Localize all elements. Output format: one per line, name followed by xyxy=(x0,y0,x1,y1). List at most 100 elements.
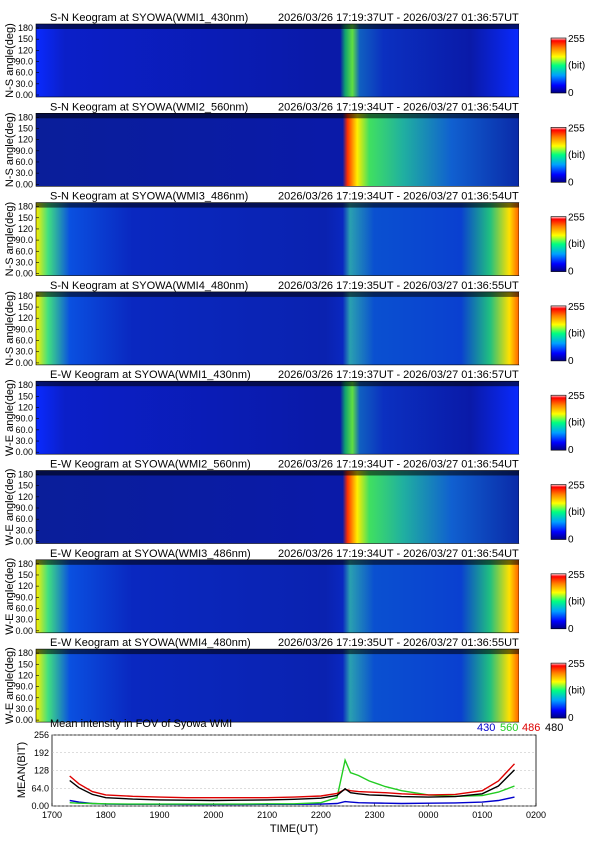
keogram-ytick-label: 120 xyxy=(18,45,33,55)
panel-title: S-N Keogram at SYOWA(WMI2_560nm) xyxy=(50,101,248,113)
panel-time-range: 2026/03/26 17:19:37UT - 2026/03/27 01:36… xyxy=(278,12,519,24)
keogram-ytick-label: 30.0 xyxy=(15,257,33,267)
colorbar xyxy=(550,127,567,183)
series-line-486 xyxy=(69,763,516,799)
keogram-ytick-label: 90.0 xyxy=(15,324,33,334)
colorbar-min-label: 0 xyxy=(568,88,574,99)
mean-intensity-panel: Mean intensity in FOV of Syowa WMI 430 5… xyxy=(16,718,563,835)
x-tick-label: 1700 xyxy=(42,810,62,820)
keogram-ytick-label: 60.0 xyxy=(15,336,33,346)
keogram-ytick-label: 30.0 xyxy=(15,704,33,714)
panel-title: E-W Keogram at SYOWA(WMI1_430nm) xyxy=(50,369,251,381)
keogram-ytick-label: 0.00 xyxy=(15,269,33,279)
x-tick-label: 1900 xyxy=(150,810,170,820)
keogram-top-band xyxy=(36,649,519,655)
keogram-top-band xyxy=(36,24,519,29)
x-tick-label: 2300 xyxy=(365,810,385,820)
keogram-ytick-label: 180 xyxy=(18,291,33,301)
colorbar-max-label: 255 xyxy=(568,570,585,581)
keogram-ytick-label: 60.0 xyxy=(15,68,33,78)
panel-time-range: 2026/03/26 17:19:35UT - 2026/03/27 01:36… xyxy=(278,637,519,649)
colorbar-unit-label: (bit) xyxy=(568,328,585,339)
keogram-ylabel: W-E angle(deg) xyxy=(4,379,16,456)
legend-480: 480 xyxy=(545,722,563,734)
colorbar xyxy=(550,484,567,540)
colorbar-unit-label: (bit) xyxy=(568,150,585,161)
mean-plot-area: 0.00 64.0 128 192 256 1700 1800 1900 2000 2100 220… xyxy=(31,730,546,820)
keogram-ytick-label: 180 xyxy=(18,648,33,658)
colorbar-max-label: 255 xyxy=(568,481,585,492)
keogram-ytick-label: 0.00 xyxy=(15,537,33,547)
keogram-ytick-label: 60.0 xyxy=(15,693,33,703)
keogram-ytick-label: 90.0 xyxy=(15,592,33,602)
x-tick-label: 1800 xyxy=(96,810,116,820)
colorbar xyxy=(550,573,567,630)
colorbar xyxy=(550,37,567,94)
keogram-ylabel: N-S angle(deg) xyxy=(4,291,16,366)
colorbar-unit-label: (bit) xyxy=(568,239,585,250)
keogram-ytick-label: 150 xyxy=(18,34,33,44)
keogram-image xyxy=(35,113,520,187)
colorbar-unit-label: (bit) xyxy=(568,61,585,72)
y-tick-label: 192 xyxy=(34,748,49,758)
panel-time-range: 2026/03/26 17:19:34UT - 2026/03/27 01:36… xyxy=(278,191,519,203)
keogram-ytick-label: 60.0 xyxy=(15,514,33,524)
keogram-ytick-label: 120 xyxy=(18,581,33,591)
colorbar xyxy=(550,662,567,719)
keogram-panel: E-W Keogram at SYOWA(WMI2_560nm) 2026/03/… xyxy=(4,459,585,547)
colorbar-min-label: 0 xyxy=(568,713,574,724)
keogram-image xyxy=(35,202,520,276)
keogram-ytick-label: 180 xyxy=(18,23,33,33)
keogram-ytick-label: 30.0 xyxy=(15,525,33,535)
no-data-region xyxy=(519,649,535,723)
x-tick-label: 2100 xyxy=(257,810,277,820)
colorbar-unit-label: (bit) xyxy=(568,596,585,607)
keogram-ytick-label: 180 xyxy=(18,202,33,212)
colorbar-min-label: 0 xyxy=(568,624,574,635)
y-tick-label: 256 xyxy=(34,730,49,740)
colorbar-min-label: 0 xyxy=(568,177,574,188)
keogram-ytick-label: 60.0 xyxy=(15,157,33,167)
keogram-image xyxy=(35,291,520,366)
keogram-ylabel: N-S angle(deg) xyxy=(4,23,16,98)
keogram-ytick-label: 0.00 xyxy=(15,715,33,725)
panel-time-range: 2026/03/26 17:19:34UT - 2026/03/27 01:36… xyxy=(278,548,519,560)
no-data-region xyxy=(519,202,535,276)
panel-title: E-W Keogram at SYOWA(WMI3_486nm) xyxy=(50,548,251,560)
keogram-ytick-label: 180 xyxy=(18,380,33,390)
keogram-top-band xyxy=(36,559,519,565)
keogram-ytick-label: 120 xyxy=(18,403,33,413)
panel-title: S-N Keogram at SYOWA(WMI4_480nm) xyxy=(50,280,248,292)
no-data-region xyxy=(519,470,535,544)
keogram-ytick-label: 90.0 xyxy=(15,503,33,513)
keogram-ytick-label: 0.00 xyxy=(15,90,33,100)
colorbar-min-label: 0 xyxy=(568,535,574,546)
panel-title: E-W Keogram at SYOWA(WMI2_560nm) xyxy=(50,459,251,471)
keogram-ytick-label: 30.0 xyxy=(15,615,33,625)
colorbar-unit-label: (bit) xyxy=(568,507,585,518)
panel-time-range: 2026/03/26 17:19:37UT - 2026/03/27 01:36… xyxy=(278,369,519,381)
keogram-ytick-label: 60.0 xyxy=(15,425,33,435)
panel-title: S-N Keogram at SYOWA(WMI1_430nm) xyxy=(50,12,248,24)
colorbar-max-label: 255 xyxy=(568,123,585,134)
colorbar xyxy=(550,305,567,362)
keogram-ytick-label: 150 xyxy=(18,659,33,669)
legend-486: 486 xyxy=(522,722,540,734)
no-data-region xyxy=(519,291,535,365)
keogram-top-band xyxy=(36,470,519,476)
colorbar-unit-label: (bit) xyxy=(568,418,585,429)
mean-xlabel: TIME(UT) xyxy=(270,823,318,835)
x-tick-label: 2000 xyxy=(203,810,223,820)
keogram-ytick-label: 90.0 xyxy=(15,414,33,424)
x-tick-label: 0100 xyxy=(472,810,492,820)
colorbar-max-label: 255 xyxy=(568,391,585,402)
x-tick-label: 2200 xyxy=(311,810,331,820)
no-data-region xyxy=(519,559,535,633)
keogram-ytick-label: 180 xyxy=(18,112,33,122)
no-data-region xyxy=(519,24,535,97)
keogram-ylabel: N-S angle(deg) xyxy=(4,113,16,188)
keogram-ytick-label: 150 xyxy=(18,123,33,133)
series-line-480 xyxy=(69,769,515,802)
colorbar-min-label: 0 xyxy=(568,445,574,456)
